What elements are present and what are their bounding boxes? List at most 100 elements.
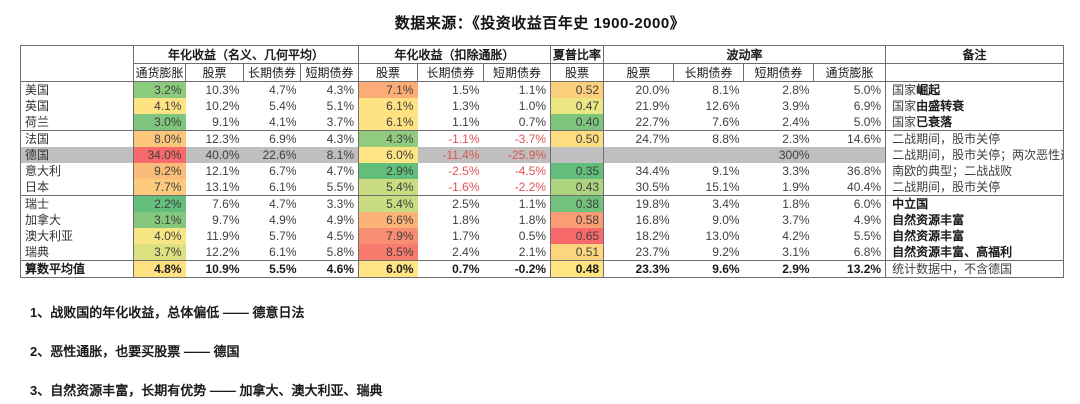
note-2: 2、恶性通胀，也要买股票 —— 德国 bbox=[30, 344, 240, 359]
remark-text-bold: 自然资源丰富、高福利 bbox=[892, 245, 1013, 259]
value-cell: 5.4% bbox=[358, 195, 418, 212]
value-cell: 1.1% bbox=[483, 81, 552, 98]
remark-cell: 国家已衰落 bbox=[886, 114, 1064, 131]
col-header-stocks-vol: 股票 bbox=[603, 63, 675, 82]
table-row: 德国 34.0% 40.0% 22.6% 8.1% 6.0% -11.4% -25.9% 300… bbox=[20, 147, 1064, 163]
value-cell bbox=[813, 147, 887, 163]
remark-cell: 中立国 bbox=[885, 195, 1064, 212]
table-row: 加拿大 3.1% 9.7% 4.9% 4.9% 6.6% 1.8% 1.8% 0.58 16.8%… bbox=[20, 212, 1064, 228]
col-header-stocks-sharpe: 股票 bbox=[550, 63, 605, 82]
value-cell: 5.5% bbox=[813, 228, 887, 244]
col-header-long-bonds-vol: 长期债券 bbox=[673, 63, 745, 82]
remark-text: 二战期间，股市关停；两次恶性通胀 bbox=[892, 148, 1064, 162]
remark-cell: 自然资源丰富、高福利 bbox=[886, 244, 1064, 261]
value-cell: 1.5% bbox=[452, 83, 480, 97]
remark-cell: 自然资源丰富 bbox=[886, 228, 1064, 244]
value-cell: 4.7% bbox=[300, 163, 360, 179]
table-row: 日本 7.7% 13.1% 6.1% 5.5% 5.4% -1.6% -2.2% 0.43 30.… bbox=[20, 179, 1064, 196]
value-cell: 0.52 bbox=[550, 81, 605, 98]
value-cell: 22.7% bbox=[635, 115, 670, 129]
value-cell: 2.2% bbox=[133, 195, 186, 212]
value-cell: 6.9% bbox=[813, 98, 887, 114]
value-cell: 12.6% bbox=[705, 99, 740, 113]
value-cell: 1.9% bbox=[782, 180, 810, 194]
country-cell: 德国 bbox=[20, 147, 134, 163]
group-header-remarks: 备注 bbox=[885, 45, 1065, 64]
remark-text-bold: 自然资源丰富 bbox=[892, 213, 965, 227]
value-cell: 0.5% bbox=[483, 228, 552, 244]
table-row: 算数平均值 4.8% 10.9% 5.5% 4.6% 6.0% 0.7% -0.2% 0.48 2… bbox=[20, 260, 1064, 278]
remark-cell: 国家由盛转衰 bbox=[886, 98, 1064, 114]
value-cell: 2.5% bbox=[417, 195, 484, 212]
value-cell: 1.1% bbox=[483, 195, 552, 212]
group-header-row: 年化收益（名义、几何平均） 年化收益（扣除通胀） 夏普比率 波动率 备注 bbox=[20, 45, 1065, 82]
value-cell: -4.5% bbox=[483, 163, 552, 179]
value-cell: 0.40 bbox=[550, 114, 605, 131]
country-cell: 法国 bbox=[20, 130, 134, 147]
value-cell: 3.1% bbox=[782, 245, 810, 259]
country-cell: 算数平均值 bbox=[20, 260, 134, 278]
value-cell: 4.3% bbox=[300, 130, 360, 147]
country-cell: 瑞士 bbox=[20, 195, 134, 212]
value-cell: 23.3% bbox=[603, 260, 674, 278]
table-row: 意大利 9.2% 12.1% 6.7% 4.7% 2.9% -2.5% -4.5% 0.35 34… bbox=[20, 163, 1064, 179]
value-cell: 4.2% bbox=[782, 229, 810, 243]
value-cell: 23.7% bbox=[635, 245, 670, 259]
value-cell: 5.7% bbox=[269, 229, 297, 243]
value-cell: 4.9% bbox=[269, 213, 297, 227]
value-cell: 9.2% bbox=[133, 163, 186, 179]
value-cell: 1.8% bbox=[483, 212, 552, 228]
value-cell: 6.0% bbox=[358, 147, 418, 163]
remark-text: 二战期间，股市关停 bbox=[892, 180, 1001, 194]
value-cell: 7.6% bbox=[185, 195, 244, 212]
remark-cell: 自然资源丰富 bbox=[886, 212, 1064, 228]
value-cell: 19.8% bbox=[603, 195, 674, 212]
value-cell: 8.1% bbox=[712, 83, 740, 97]
value-cell: -1.6% bbox=[448, 180, 480, 194]
value-cell: 2.9% bbox=[743, 260, 814, 278]
value-cell: 4.1% bbox=[269, 115, 297, 129]
value-cell: 1.1% bbox=[452, 115, 480, 129]
col-header-stocks-real: 股票 bbox=[358, 63, 419, 82]
col-header-short-bonds: 短期债券 bbox=[299, 63, 360, 82]
value-cell: 300% bbox=[743, 147, 814, 163]
value-cell: 7.9% bbox=[358, 228, 418, 244]
value-cell: 9.7% bbox=[212, 213, 240, 227]
value-cell: 12.3% bbox=[185, 130, 244, 147]
value-cell: 6.1% bbox=[269, 245, 297, 259]
value-cell: 10.2% bbox=[205, 99, 240, 113]
value-cell: 6.7% bbox=[269, 164, 297, 178]
country-cell: 意大利 bbox=[20, 163, 134, 179]
value-cell: 4.0% bbox=[133, 228, 186, 244]
remark-cell: 国家崛起 bbox=[886, 82, 1064, 99]
returns-table: 年化收益（名义、几何平均） 年化收益（扣除通胀） 夏普比率 波动率 备注 通货膨… bbox=[20, 45, 1065, 278]
value-cell: 8.0% bbox=[133, 130, 186, 147]
remark-cell: 二战期间，股市关停 bbox=[885, 130, 1064, 147]
value-cell: -2.5% bbox=[448, 164, 480, 178]
value-cell: -0.2% bbox=[483, 260, 552, 278]
value-cell: 5.5% bbox=[243, 260, 301, 278]
value-cell: 21.9% bbox=[635, 99, 670, 113]
value-cell: 9.6% bbox=[673, 260, 744, 278]
table-row: 瑞士 2.2% 7.6% 4.7% 3.3% 5.4% 2.5% 1.1% 0.38 19.8% 3… bbox=[20, 195, 1064, 212]
value-cell: 6.1% bbox=[358, 114, 418, 131]
value-cell: 7.7% bbox=[133, 179, 186, 196]
value-cell: -1.1% bbox=[417, 130, 484, 147]
table-row: 荷兰 3.0% 9.1% 4.1% 3.7% 6.1% 1.1% 0.7% 0.40 22.7% 7… bbox=[20, 114, 1064, 131]
country-cell: 瑞典 bbox=[20, 244, 134, 261]
value-cell: 14.6% bbox=[813, 130, 887, 147]
value-cell: 15.1% bbox=[705, 180, 740, 194]
value-cell: 5.4% bbox=[269, 99, 297, 113]
country-cell: 美国 bbox=[20, 81, 134, 98]
value-cell: 4.3% bbox=[300, 81, 360, 98]
value-cell: 2.4% bbox=[782, 115, 810, 129]
value-cell: 2.1% bbox=[483, 244, 552, 261]
remark-text: 国家 bbox=[892, 99, 917, 113]
value-cell: 6.6% bbox=[358, 212, 418, 228]
value-cell: 1.0% bbox=[483, 98, 552, 114]
sub-header-row: 通货膨胀 股票 长期债券 短期债券 股票 长期债券 短期债券 股票 股票 长期债… bbox=[21, 63, 1065, 82]
remark-text-bold: 自然资源丰富 bbox=[892, 229, 965, 243]
value-cell: 5.5% bbox=[300, 179, 360, 196]
value-cell: 3.9% bbox=[782, 99, 810, 113]
value-cell: 0.50 bbox=[550, 130, 605, 147]
